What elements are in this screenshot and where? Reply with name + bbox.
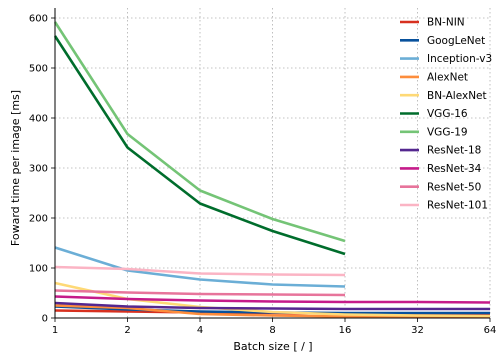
legend-label-bn-nin: BN-NIN [427,17,465,29]
x-tick-label: 1 [52,325,58,336]
x-tick-label: 2 [124,325,130,336]
series-line-alexnet [54,304,490,319]
legend-label-bn-alexnet: BN-AlexNet [427,90,487,102]
legend-label-alexnet: AlexNet [427,72,468,84]
y-axis-label: Foward time per image [ms] [9,90,22,246]
y-tick-label: 200 [29,214,48,225]
legend-label-resnet-50: ResNet-50 [427,181,481,193]
x-tick-label: 32 [411,325,424,336]
x-tick-label: 8 [269,325,275,336]
y-tick-label: 100 [29,264,48,275]
x-tick-label: 16 [339,325,352,336]
series-line-resnet-50 [54,289,346,297]
x-tick-label: 4 [197,325,203,336]
series-line-resnet-101 [54,265,346,277]
x-tick-label: 64 [484,325,497,336]
y-tick-label: 300 [29,164,48,175]
tick-labels: 1 2 4 8 16 32 64 0 100 200 300 400 500 600 [29,14,496,337]
series-line-resnet-34 [54,295,491,304]
legend-label-resnet-101: ResNet-101 [427,200,488,212]
axes [51,8,491,322]
series-line-resnet-18 [54,301,490,311]
y-tick-label: 600 [29,14,48,25]
legend: BN-NIN GoogLeNet Inception-v3 AlexNet BN-Ale… [400,17,492,212]
legend-label-resnet-34: ResNet-34 [427,163,482,175]
grid-lines [54,8,491,319]
legend-label-googlenet: GoogLeNet [427,35,485,47]
legend-label-resnet-18: ResNet-18 [427,145,481,157]
legend-label-vgg-19: VGG-19 [427,126,468,138]
legend-label-vgg-16: VGG-16 [427,108,468,120]
y-tick-label: 0 [42,314,48,325]
y-tick-label: 400 [29,114,48,125]
series-line-inception-v3 [54,246,346,288]
series-lines [53,21,491,319]
y-tick-label: 500 [29,64,48,75]
x-axis-label: Batch size [ / ] [233,340,312,353]
legend-label-inception-v3: Inception-v3 [427,53,492,65]
series-line-vgg-19 [53,21,346,243]
series-line-vgg-16 [53,35,346,256]
